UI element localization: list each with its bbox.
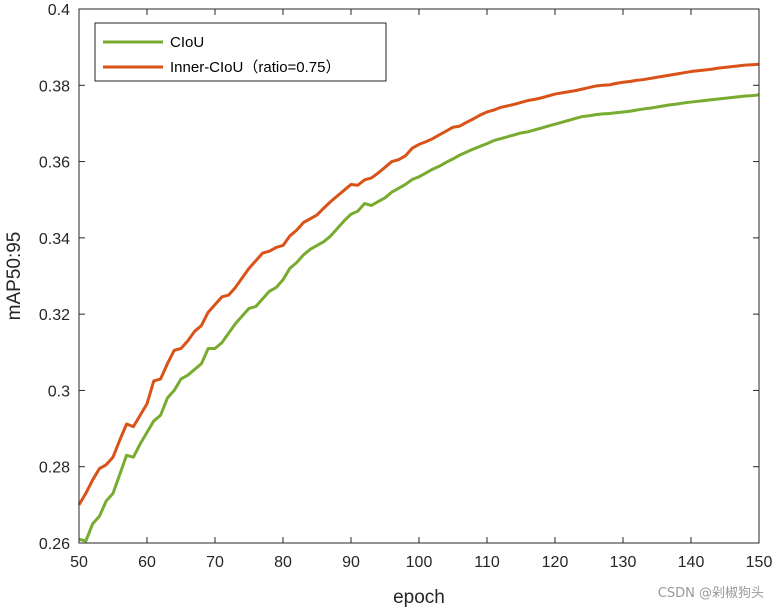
x-tick-label-130: 130 [610, 554, 637, 571]
x-axis-label: epoch [393, 587, 445, 608]
y-tick-label-0.3: 0.3 [48, 383, 70, 400]
x-tick-label-140: 140 [678, 554, 705, 571]
x-tick-label-120: 120 [542, 554, 569, 571]
y-tick-label-0.36: 0.36 [39, 155, 70, 172]
y-tick-label-0.34: 0.34 [39, 231, 70, 248]
x-tick-label-70: 70 [206, 554, 224, 571]
x-tick-label-110: 110 [474, 554, 500, 571]
legend-label-inner-ciou: Inner-CIoU（ratio=0.75） [170, 59, 341, 76]
y-axis-label: mAP50:95 [4, 232, 25, 321]
watermark-text: CSDN @剁椒狗头 [658, 586, 764, 601]
y-tick-label-0.32: 0.32 [39, 307, 70, 324]
x-tick-label-60: 60 [138, 554, 156, 571]
legend-box [94, 22, 387, 82]
y-tick-label-0.4: 0.4 [48, 2, 70, 19]
series-line-inner-ciou [77, 62, 760, 506]
y-tick-label-0.38: 0.38 [39, 78, 70, 95]
x-tick-label-80: 80 [274, 554, 292, 571]
y-tick-label-0.26: 0.26 [39, 536, 70, 553]
x-tick-label-150: 150 [746, 554, 773, 571]
legend: CIoU Inner-CIoU（ratio=0.75） [94, 22, 387, 82]
y-tick-label-0.28: 0.28 [39, 460, 70, 477]
x-tick-label-50: 50 [70, 554, 88, 571]
x-tick-label-90: 90 [342, 554, 360, 571]
legend-label-ciou: CIoU [170, 34, 204, 51]
ticks-layer: 50 60 70 80 90 100 110 120 130 140 150 0.26 0.28 0.3 0… [39, 2, 773, 571]
series-layer [77, 62, 760, 543]
x-tick-label-100: 100 [406, 554, 433, 571]
series-line-ciou [78, 93, 760, 543]
